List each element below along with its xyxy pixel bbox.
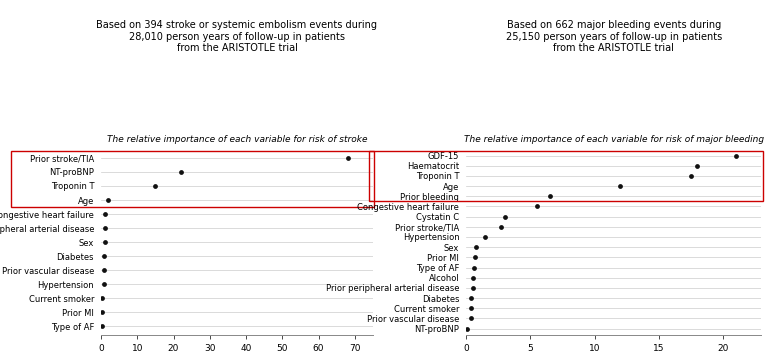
Point — [469, 255, 482, 260]
Point — [470, 244, 483, 250]
Point — [691, 163, 703, 169]
Point — [479, 234, 492, 240]
Point — [96, 295, 108, 301]
Point — [99, 239, 111, 245]
Point — [495, 224, 507, 230]
Point — [465, 305, 478, 311]
Point — [341, 155, 354, 161]
Bar — [12, 151, 375, 207]
Point — [465, 295, 478, 301]
Text: The relative importance of each variable for risk of stroke: The relative importance of each variable… — [106, 135, 368, 144]
Point — [175, 169, 187, 175]
Point — [98, 253, 110, 259]
Point — [614, 183, 626, 189]
Bar — [369, 151, 763, 201]
Point — [468, 265, 480, 270]
Point — [462, 326, 474, 331]
Point — [96, 309, 108, 315]
Point — [466, 275, 479, 281]
Point — [465, 315, 477, 321]
Point — [730, 153, 742, 158]
Point — [99, 225, 111, 231]
Point — [499, 214, 511, 220]
Point — [466, 285, 479, 291]
Text: The relative importance of each variable for risk of major bleeding: The relative importance of each variable… — [464, 135, 764, 144]
Point — [97, 281, 110, 287]
Point — [685, 173, 697, 179]
Point — [96, 323, 108, 329]
Text: Based on 662 major bleeding events during
25,150 person years of follow-up in pa: Based on 662 major bleeding events durin… — [506, 20, 722, 53]
Point — [98, 267, 110, 273]
Point — [531, 204, 543, 209]
Point — [99, 211, 112, 217]
Text: Based on 394 stroke or systemic embolism events during
28,010 person years of fo: Based on 394 stroke or systemic embolism… — [96, 20, 378, 53]
Point — [149, 183, 162, 189]
Point — [543, 193, 556, 199]
Point — [102, 197, 114, 203]
